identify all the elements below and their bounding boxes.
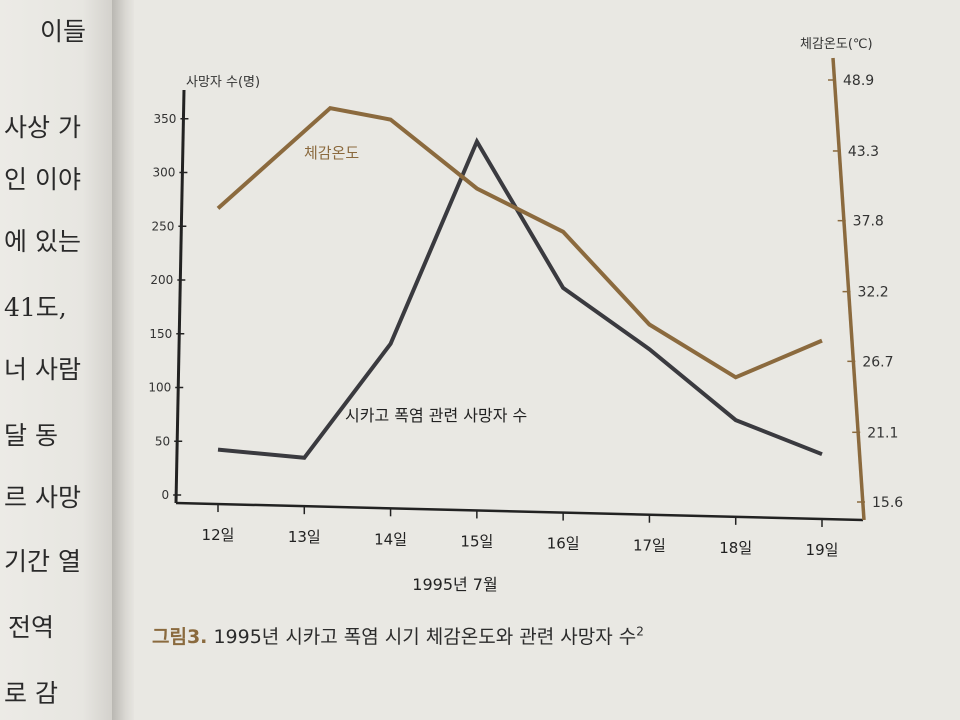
right-tick-label: 21.1 (867, 425, 898, 441)
right-tick-label: 15.6 (872, 495, 903, 511)
x-tick-label: 15일 (460, 532, 493, 550)
x-tick-label: 13일 (288, 528, 321, 546)
left-tick-label: 100 (148, 381, 171, 395)
figure-caption: 그림3. 1995년 시카고 폭염 시기 체감온도와 관련 사망자 수2 (152, 622, 644, 649)
right-tick-label: 32.2 (858, 285, 889, 301)
right-tick-label: 37.8 (853, 214, 884, 230)
right-tick-label: 43.3 (848, 144, 879, 160)
x-axis-title: 1995년 7월 (412, 575, 497, 594)
right-tick-label: 48.9 (843, 73, 874, 89)
page-gutter (112, 0, 134, 720)
left-page-line: 41도, (4, 293, 67, 322)
x-tick-label: 18일 (719, 539, 752, 557)
left-page-line: 전역 (8, 613, 55, 642)
left-page-line: 인 이야 (4, 165, 81, 194)
caption-text: 1995년 시카고 폭염 시기 체감온도와 관련 사망자 수 (213, 626, 637, 648)
left-y-axis (174, 89, 186, 504)
left-tick-label: 200 (150, 273, 173, 287)
right-y-axis (831, 57, 866, 521)
left-page-line: 르 사망 (4, 483, 81, 512)
x-tick-label: 14일 (374, 530, 407, 548)
right-tick-label: 26.7 (862, 354, 893, 370)
caption-footnote: 2 (636, 624, 644, 639)
figure-number: 그림3. (152, 626, 208, 648)
x-tick-label: 17일 (633, 537, 666, 555)
left-tick-label: 350 (154, 112, 177, 126)
left-page-line: 기간 열 (4, 547, 81, 576)
left-page-line: 너 사람 (4, 355, 81, 384)
left-tick-label: 300 (152, 166, 175, 180)
left-tick-label: 250 (151, 219, 174, 233)
temperature-series-line (216, 105, 823, 380)
series-label-temperature: 체감온도 (304, 144, 359, 162)
left-page-line: 사상 가 (4, 113, 81, 142)
series-label-deaths: 시카고 폭염 관련 사망자 수 (345, 406, 527, 425)
left-page-line: 로 감 (4, 679, 58, 708)
x-tick-label: 16일 (547, 535, 580, 553)
left-page-line: 달 동 (4, 421, 58, 450)
left-page (0, 0, 118, 720)
x-axis (175, 501, 864, 522)
left-axis-title: 사망자 수(명) (186, 75, 260, 90)
left-page-line: 이들 (40, 17, 87, 46)
left-tick-label: 50 (155, 434, 170, 448)
deaths-series-line (217, 137, 823, 460)
x-tick-label: 12일 (202, 526, 235, 544)
left-tick-label: 0 (162, 488, 170, 502)
left-tick-label: 150 (149, 327, 172, 341)
x-tick-label: 19일 (806, 541, 839, 559)
right-axis-title: 체감온도(℃) (800, 37, 873, 52)
left-page-line: 에 있는 (4, 227, 81, 256)
